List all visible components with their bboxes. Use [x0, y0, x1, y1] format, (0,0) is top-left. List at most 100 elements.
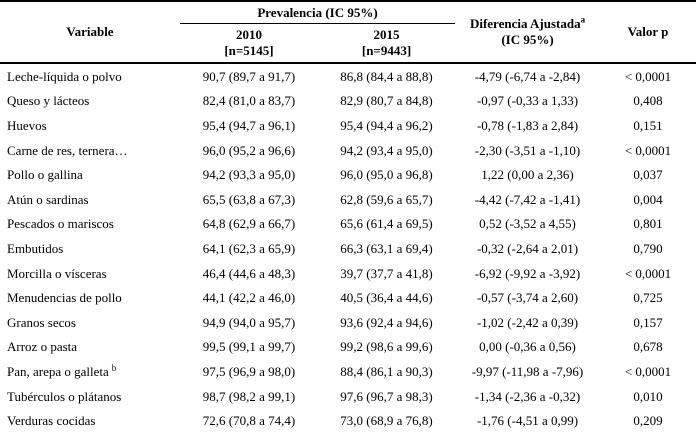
prevalence-2015-cell: 66,3 (63,1 a 69,4)	[340, 240, 433, 256]
table-row: Embutidos 64,1 (62,3 a 65,9) 66,3 (63,1 …	[0, 236, 696, 261]
prevalence-2015-cell: 86,8 (84,4 a 88,8)	[340, 68, 433, 84]
prevalence-2015-cell: 95,4 (94,4 a 96,2)	[340, 117, 433, 133]
variable-label: Menudencias de pollo	[7, 290, 122, 306]
prevalence-2015-cell: 40,5 (36,4 a 44,6)	[340, 290, 433, 306]
variable-label: Pan, arepa o galleta	[7, 363, 109, 379]
variable-cell: Menudencias de pollo	[0, 285, 180, 310]
adjusted-difference-cell: -6,92 (-9,92 a -3,92)	[474, 265, 581, 281]
adjusted-difference-cell: -9,97 (-11,98 a -7,96)	[471, 363, 584, 379]
diferencia-label-text: Diferencia Ajustada	[469, 16, 581, 32]
year-2010-n: [n=5145]	[224, 43, 274, 58]
adjusted-difference-cell: -1,02 (-2,42 a 0,39)	[476, 314, 579, 330]
adjusted-difference-cell: -1,76 (-4,51 a 0,99)	[476, 413, 579, 429]
table-row: Pollo o gallina 94,2 (93,3 a 95,0) 96,0 …	[0, 162, 696, 187]
variable-label: Granos secos	[7, 314, 76, 330]
p-value-cell: 0,209	[633, 413, 663, 429]
p-value-cell: 0,725	[633, 290, 663, 306]
column-header-2010: 2010 [n=5145]	[180, 24, 318, 64]
variable-cell: Verduras cocidas	[0, 408, 180, 432]
prevalence-2010-cell: 95,4 (94,7 a 96,1)	[202, 117, 296, 133]
table-row: Morcilla o vísceras 46,4 (44,6 a 48,3) 3…	[0, 261, 696, 286]
variable-label: Queso y lácteos	[7, 93, 90, 109]
variable-footnote-marker: b	[111, 362, 117, 373]
prevalence-2010-cell: 82,4 (81,0 a 83,7)	[202, 93, 296, 109]
adjusted-difference-cell: -2,30 (-3,51 a -1,10)	[474, 142, 581, 158]
variable-cell: Leche-líquida o polvo	[0, 63, 180, 89]
variable-label: Verduras cocidas	[7, 413, 96, 429]
table-row: Atún o sardinas 65,5 (63,8 a 67,3) 62,8 …	[0, 187, 696, 212]
prevalence-2010-cell: 94,2 (93,3 a 95,0)	[202, 167, 296, 183]
prevalence-2015-cell: 96,0 (95,0 a 96,8)	[340, 167, 433, 183]
table-row: Menudencias de pollo 44,1 (42,2 a 46,0) …	[0, 285, 696, 310]
table-row: Pescados o mariscos 64,8 (62,9 a 66,7) 6…	[0, 212, 696, 237]
column-header-valor-p: Valor p	[627, 24, 669, 40]
table-row: Queso y lácteos 82,4 (81,0 a 83,7) 82,9 …	[0, 89, 696, 114]
variable-cell: Pollo o gallina	[0, 162, 180, 187]
variable-cell: Tubérculos o plátanos	[0, 384, 180, 409]
prevalence-2010-cell: 44,1 (42,2 a 46,0)	[202, 290, 296, 306]
p-value-cell: 0,157	[633, 314, 663, 330]
prevalence-2010-cell: 64,1 (62,3 a 65,9)	[202, 240, 296, 256]
prevalence-2015-cell: 99,2 (98,6 a 99,6)	[340, 339, 433, 355]
year-2015-label: 2015	[373, 27, 400, 43]
prevalence-2015-cell: 94,2 (93,4 a 95,0)	[340, 142, 433, 158]
variable-cell: Embutidos	[0, 236, 180, 261]
table-row: Granos secos 94,9 (94,0 a 95,7) 93,6 (92…	[0, 310, 696, 335]
table-row: Leche-líquida o polvo 90,7 (89,7 a 91,7)…	[0, 63, 696, 89]
adjusted-difference-cell: -1,34 (-2,36 a -0,32)	[474, 388, 581, 404]
variable-label: Atún o sardinas	[7, 191, 89, 207]
prevalence-2010-cell: 99,5 (99,1 a 99,7)	[202, 339, 296, 355]
p-value-cell: 0,801	[633, 216, 663, 232]
prevalence-2015-cell: 93,6 (92,4 a 94,6)	[340, 314, 433, 330]
variable-cell: Pescados o mariscos	[0, 212, 180, 237]
table-row: Huevos 95,4 (94,7 a 96,1) 95,4 (94,4 a 9…	[0, 113, 696, 138]
header-row-years: 2010 [n=5145] 2015 [n=9443]	[0, 24, 696, 64]
prevalence-2010-cell: 90,7 (89,7 a 91,7)	[202, 68, 296, 84]
table-row: Tubérculos o plátanos 98,7 (98,2 a 99,1)…	[0, 384, 696, 409]
prevalence-2010-cell: 98,7 (98,2 a 99,1)	[202, 388, 296, 404]
variable-cell: Granos secos	[0, 310, 180, 335]
diferencia-footnote-marker: a	[580, 15, 586, 26]
variable-label: Morcilla o vísceras	[7, 265, 107, 281]
table-row: Pan, arepa o galleta b 97,5 (96,9 a 98,0)…	[0, 359, 696, 384]
p-value-cell: < 0,0001	[624, 142, 672, 158]
prevalence-2010-cell: 46,4 (44,6 a 48,3)	[202, 265, 296, 281]
adjusted-difference-cell: -0,78 (-1,83 a 2,84)	[476, 117, 579, 133]
prevalence-2015-cell: 73,0 (68,9 a 76,8)	[340, 413, 433, 429]
variable-label: Pescados o mariscos	[7, 216, 114, 232]
adjusted-difference-cell: 0,00 (-0,36 a 0,56)	[479, 339, 576, 355]
column-header-variable: Variable	[66, 24, 114, 40]
diferencia-label-line2: (IC 95%)	[501, 32, 554, 47]
prevalence-2010-cell: 65,5 (63,8 a 67,3)	[202, 191, 296, 207]
column-header-2015: 2015 [n=9443]	[318, 24, 455, 64]
p-value-cell: 0,408	[633, 93, 663, 109]
variable-cell: Morcilla o vísceras	[0, 261, 180, 286]
diferencia-label-line1: Diferencia Ajustadaa	[469, 15, 586, 32]
p-value-cell: 0,678	[633, 339, 663, 355]
variable-label: Pollo o gallina	[7, 167, 83, 183]
prevalence-2010-cell: 64,8 (62,9 a 66,7)	[202, 216, 296, 232]
p-value-cell: 0,790	[633, 240, 663, 256]
adjusted-difference-cell: -4,42 (-7,42 a -1,41)	[474, 191, 581, 207]
variable-label: Arroz o pasta	[7, 339, 78, 355]
p-value-cell: 0,004	[633, 191, 663, 207]
p-value-cell: < 0,0001	[624, 363, 672, 379]
adjusted-difference-cell: -0,57 (-3,74 a 2,60)	[476, 290, 579, 306]
variable-cell: Atún o sardinas	[0, 187, 180, 212]
column-group-prevalencia: Prevalencia (IC 95%)	[180, 1, 456, 24]
p-value-cell: 0,151	[633, 117, 663, 133]
table-row: Carne de res, ternera… 96,0 (95,2 a 96,6…	[0, 138, 696, 163]
table-row: Verduras cocidas 72,6 (70,8 a 74,4) 73,0…	[0, 408, 696, 432]
adjusted-difference-cell: -0,32 (-2,64 a 2,01)	[476, 240, 579, 256]
variable-cell: Carne de res, ternera…	[0, 138, 180, 163]
adjusted-difference-cell: -0,97 (-0,33 a 1,33)	[476, 93, 579, 109]
table-body: Leche-líquida o polvo 90,7 (89,7 a 91,7)…	[0, 63, 696, 432]
year-2010-label: 2010	[236, 27, 262, 43]
p-value-cell: 0,037	[633, 167, 663, 183]
variable-cell: Arroz o pasta	[0, 335, 180, 360]
adjusted-difference-cell: 0,52 (-3,52 a 4,55)	[479, 216, 576, 232]
adjusted-difference-cell: -4,79 (-6,74 a -2,84)	[474, 68, 581, 84]
variable-label: Embutidos	[7, 240, 64, 256]
variable-cell: Queso y lácteos	[0, 89, 180, 114]
